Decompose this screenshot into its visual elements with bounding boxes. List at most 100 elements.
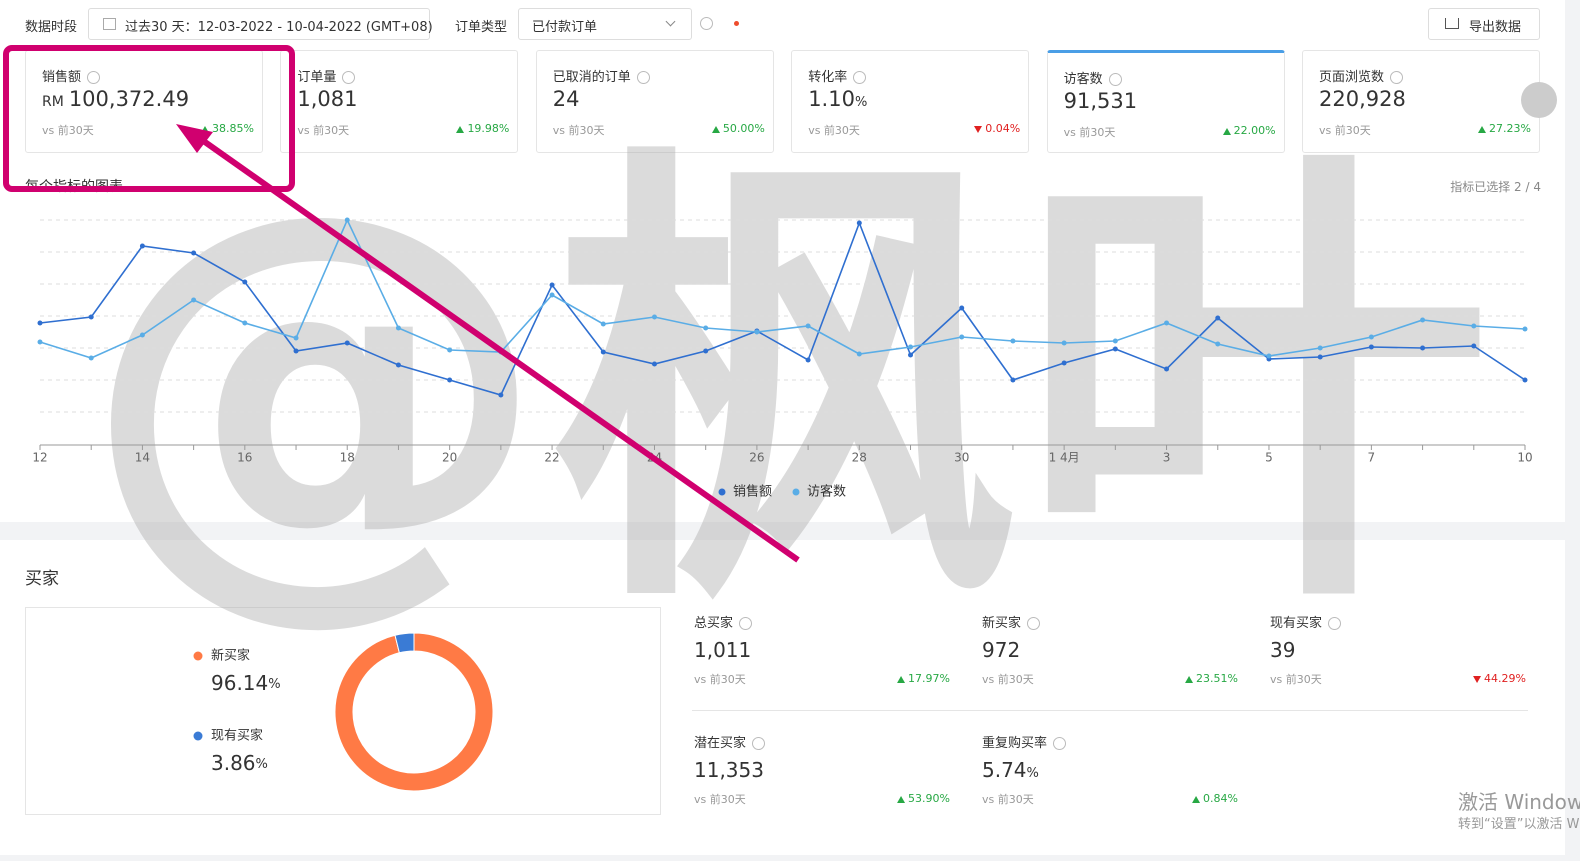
data-point — [139, 332, 145, 338]
compare-label: vs 前30天 — [1063, 126, 1116, 139]
export-button[interactable]: 导出数据 — [1428, 8, 1540, 40]
metric-card[interactable]: 页面浏览数 220,928 vs 前30天 27.23% — [1302, 50, 1540, 153]
stat-number: 11,353 — [694, 758, 764, 782]
data-point — [88, 314, 94, 320]
data-point — [908, 344, 914, 350]
metric-card[interactable]: 访客数 91,531 vs 前30天 22.00% — [1046, 50, 1285, 153]
buyer-pie-box — [25, 607, 661, 815]
trend-arrow — [897, 795, 906, 803]
metric-card[interactable]: 已取消的订单 24 vs 前30天 50.00% — [535, 50, 774, 153]
pie-unit: % — [256, 757, 268, 772]
watermark: @枫叶 — [80, 113, 1490, 660]
data-point — [549, 282, 555, 288]
change-value: 53.90% — [908, 792, 950, 805]
metric-number: 100,372.49 — [68, 87, 190, 111]
next-button[interactable] — [1521, 82, 1557, 118]
compare-label: vs 前30天 — [982, 793, 1034, 806]
data-point — [703, 325, 709, 331]
annotation-arrow — [193, 132, 800, 563]
metric-label: 订单量 — [297, 66, 356, 85]
export-label: 导出数据 — [1469, 20, 1522, 35]
x-tick-label: 16 — [237, 451, 252, 465]
help-icon — [853, 71, 867, 84]
compare-label: vs 前30天 — [694, 793, 746, 806]
data-point — [959, 334, 965, 340]
stat-label: 现有买家 — [1270, 612, 1342, 631]
data-point — [908, 352, 914, 358]
period-picker[interactable]: 过去30 天：12-03-2022 - 10-04-2022 (GMT+08) — [88, 8, 433, 40]
data-point — [1112, 346, 1118, 352]
dot — [734, 21, 739, 26]
change-value: 23.51% — [1196, 672, 1238, 685]
metric-value: 1.10% — [808, 87, 867, 111]
data-point — [1471, 343, 1477, 349]
data-point — [1061, 360, 1067, 366]
pie-unit: % — [268, 677, 280, 692]
data-point — [447, 347, 453, 353]
change-value: 22.00% — [1233, 124, 1276, 137]
x-tick-label: 20 — [442, 451, 457, 465]
legend-dot — [193, 731, 203, 741]
order-type-select[interactable]: 已付款订单 — [518, 8, 692, 40]
change: 53.90% — [897, 792, 950, 805]
data-point — [1368, 334, 1374, 340]
legend-label: 销售额 — [733, 484, 772, 500]
data-point — [549, 292, 555, 298]
pie-value: 3.86% — [211, 751, 268, 775]
data-point — [139, 243, 145, 249]
pie-number: 3.86 — [211, 751, 256, 775]
change: 23.51% — [1185, 672, 1238, 685]
stat-label: 新买家 — [982, 612, 1041, 631]
data-point — [1215, 315, 1221, 321]
data-point — [1420, 317, 1426, 323]
change-value: 44.29% — [1484, 672, 1526, 685]
data-point — [293, 348, 299, 354]
data-point — [1266, 353, 1272, 359]
data-point — [1164, 366, 1170, 372]
metric-value: RM 100,372.49 — [42, 87, 189, 111]
data-point — [37, 339, 43, 345]
help-icon — [87, 71, 101, 84]
help-icon — [1328, 617, 1342, 630]
change-value: 0.84% — [1203, 792, 1238, 805]
donut-slice — [334, 632, 494, 792]
stat-label: 重复购买率 — [982, 732, 1067, 751]
change: 17.97% — [897, 672, 950, 685]
help-icon — [342, 71, 356, 84]
data-point — [1164, 320, 1170, 326]
help-icon — [1108, 73, 1122, 86]
data-point — [293, 335, 299, 341]
data-point — [1522, 377, 1528, 383]
stat-label: 总买家 — [694, 612, 753, 631]
trend-arrow — [1185, 675, 1194, 683]
series-line — [39, 220, 1526, 396]
change: 0.84% — [1192, 792, 1238, 805]
order-type-value: 已付款订单 — [532, 20, 598, 35]
data-point — [242, 320, 248, 326]
pie-number: 96.14 — [211, 671, 268, 695]
data-point — [1010, 377, 1016, 383]
trend-arrow — [456, 125, 465, 133]
series-line — [39, 218, 1526, 359]
metric-number: 91,531 — [1063, 89, 1138, 113]
trend-arrow — [1473, 675, 1482, 683]
data-point — [395, 362, 401, 368]
metric-unit: % — [854, 95, 868, 110]
data-point — [1471, 323, 1477, 329]
data-point — [651, 314, 657, 320]
change: 0.04% — [974, 122, 1020, 135]
metric-card[interactable]: 订单量 1,081 vs 前30天 19.98% — [280, 50, 519, 153]
download-icon — [1445, 18, 1459, 29]
help-icon — [1053, 737, 1067, 750]
metric-card[interactable]: 转化率 1.10% vs 前30天 0.04% — [791, 50, 1030, 153]
x-tick-label: 5 — [1265, 451, 1273, 465]
x-tick-label: 7 — [1368, 451, 1376, 465]
metric-value: 91,531 — [1064, 89, 1137, 113]
x-tick-label: 26 — [749, 451, 764, 465]
data-point — [805, 357, 811, 363]
metric-value: 1,081 — [297, 87, 357, 111]
metric-card[interactable]: 销售额 RM 100,372.49 vs 前30天 38.85% — [25, 50, 263, 153]
stat-number: 5.74 — [982, 758, 1027, 782]
change: 50.00% — [711, 122, 765, 135]
data-point — [191, 297, 197, 303]
